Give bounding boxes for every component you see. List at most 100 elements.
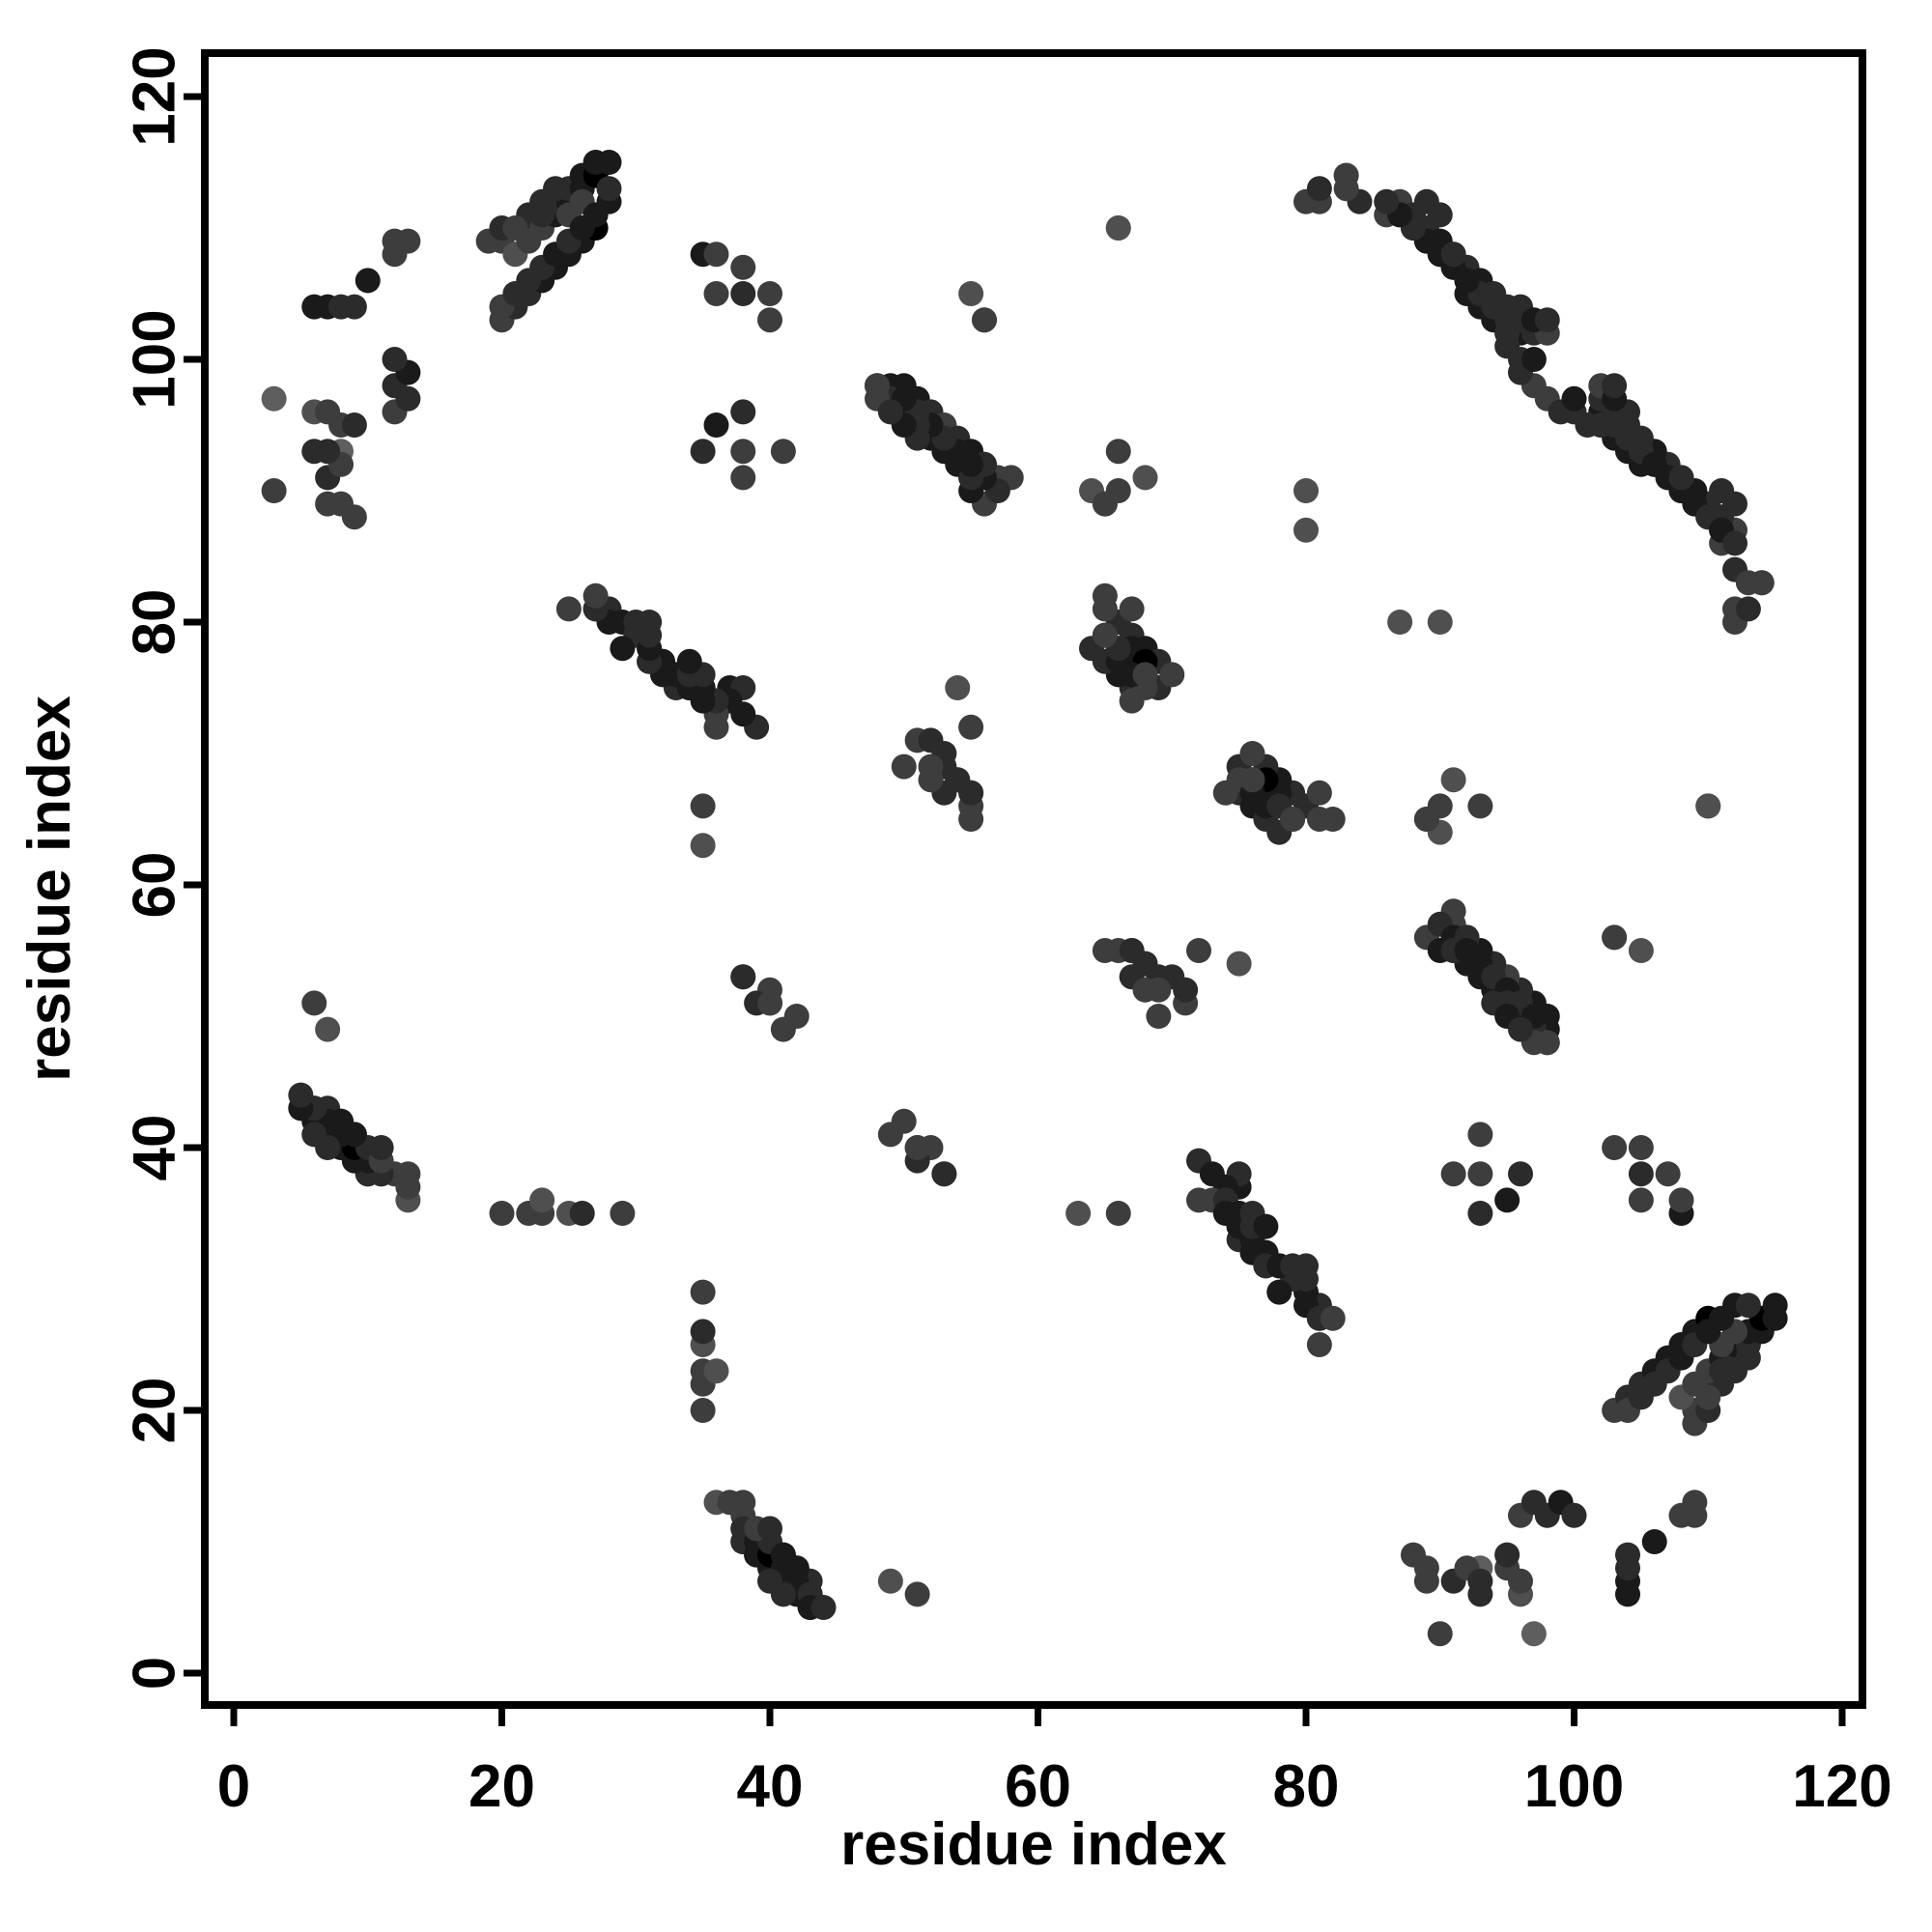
contact-point bbox=[1239, 767, 1265, 793]
contact-point bbox=[1253, 1213, 1279, 1239]
contact-point bbox=[904, 1581, 930, 1607]
contact-point bbox=[1561, 1502, 1587, 1528]
contact-point bbox=[717, 1490, 743, 1516]
contact-point bbox=[1494, 320, 1520, 346]
contact-point bbox=[1709, 1358, 1735, 1384]
contact-point bbox=[1628, 938, 1654, 963]
x-tick-label: 40 bbox=[737, 1753, 804, 1820]
contact-point bbox=[315, 439, 341, 465]
contact-point bbox=[1602, 1135, 1628, 1160]
contact-point bbox=[1333, 162, 1359, 188]
contact-point bbox=[1520, 1621, 1547, 1647]
y-axis-title: residue index bbox=[16, 696, 83, 1082]
x-axis-title: residue index bbox=[840, 1811, 1227, 1878]
contact-point bbox=[757, 281, 782, 306]
contact-point bbox=[877, 1122, 903, 1148]
contact-point bbox=[730, 281, 756, 306]
y-tick-label: 20 bbox=[122, 1378, 188, 1444]
contact-point bbox=[703, 412, 729, 438]
contact-point bbox=[1602, 373, 1628, 399]
contact-point bbox=[1628, 1161, 1654, 1187]
contact-point bbox=[341, 294, 367, 320]
contact-point bbox=[1427, 610, 1453, 635]
contact-point bbox=[1735, 596, 1761, 622]
contact-point bbox=[1561, 385, 1587, 412]
y-tick-label: 60 bbox=[122, 852, 188, 919]
contact-point bbox=[1239, 741, 1265, 766]
y-tick-label: 100 bbox=[122, 309, 188, 409]
contact-point bbox=[1119, 688, 1145, 714]
contact-point bbox=[1105, 215, 1131, 241]
contact-point bbox=[1320, 1305, 1346, 1331]
contact-point bbox=[1440, 1161, 1466, 1187]
contact-point bbox=[1494, 1542, 1520, 1568]
x-tick-label: 100 bbox=[1524, 1753, 1624, 1820]
contact-point bbox=[770, 439, 796, 465]
contact-point bbox=[1440, 767, 1466, 793]
contact-point bbox=[1655, 1161, 1681, 1187]
contact-point bbox=[1146, 1004, 1172, 1029]
y-tick-label: 40 bbox=[122, 1115, 188, 1181]
contact-point bbox=[1454, 938, 1480, 963]
contact-point bbox=[1146, 977, 1172, 1003]
contact-point bbox=[810, 1595, 837, 1620]
y-tick-label: 0 bbox=[122, 1657, 188, 1690]
contact-point bbox=[1722, 530, 1747, 556]
contact-point bbox=[596, 150, 622, 175]
contact-point bbox=[972, 307, 997, 333]
x-tick-label: 80 bbox=[1273, 1753, 1340, 1820]
contact-point bbox=[1534, 307, 1560, 333]
contact-point bbox=[637, 610, 663, 635]
contact-point bbox=[1602, 924, 1628, 951]
contact-point bbox=[382, 347, 408, 372]
contact-point bbox=[1293, 1253, 1319, 1279]
contact-point bbox=[1709, 478, 1735, 503]
contact-point bbox=[1615, 1542, 1640, 1568]
contact-point bbox=[1105, 439, 1131, 465]
contact-point bbox=[770, 1016, 796, 1042]
contact-point bbox=[703, 242, 729, 268]
contact-point bbox=[703, 281, 729, 306]
contact-point bbox=[516, 228, 542, 254]
contact-point bbox=[770, 1581, 796, 1607]
contact-point bbox=[555, 596, 582, 622]
contact-point bbox=[730, 964, 756, 990]
contact-point bbox=[690, 1279, 716, 1305]
contact-point bbox=[1427, 1621, 1453, 1647]
contact-point bbox=[891, 753, 917, 780]
contact-point bbox=[1186, 938, 1211, 963]
contact-point bbox=[1092, 938, 1118, 963]
contact-point bbox=[1467, 1161, 1493, 1187]
contact-point bbox=[1762, 1293, 1788, 1319]
contact-point bbox=[1387, 610, 1413, 635]
contact-point bbox=[690, 439, 716, 465]
contact-point bbox=[1588, 412, 1614, 438]
contact-point bbox=[1320, 807, 1346, 832]
contact-point bbox=[1293, 517, 1319, 543]
contact-point bbox=[918, 753, 944, 780]
contact-point bbox=[1748, 570, 1775, 596]
y-tick-label: 80 bbox=[122, 589, 188, 656]
x-tick-label: 0 bbox=[217, 1753, 250, 1820]
contact-point bbox=[877, 1568, 903, 1594]
contact-point bbox=[1159, 662, 1185, 688]
contact-point bbox=[730, 399, 756, 425]
contact-point bbox=[489, 1201, 515, 1226]
contact-point bbox=[1105, 1201, 1131, 1226]
contact-point bbox=[945, 675, 971, 700]
contact-point bbox=[596, 176, 622, 202]
contact-point bbox=[865, 373, 890, 399]
axis-ticks-layer bbox=[184, 93, 1846, 1726]
contact-point bbox=[958, 714, 984, 740]
contact-point bbox=[1427, 793, 1453, 819]
contact-point bbox=[1735, 1345, 1761, 1371]
contact-point bbox=[1628, 1187, 1654, 1213]
contact-point bbox=[1427, 202, 1453, 228]
contact-point bbox=[341, 412, 367, 438]
contact-point bbox=[1628, 1135, 1654, 1160]
contact-point bbox=[382, 228, 408, 254]
contact-point bbox=[261, 478, 287, 503]
contact-point bbox=[730, 465, 756, 491]
contact-point bbox=[1413, 1568, 1439, 1594]
